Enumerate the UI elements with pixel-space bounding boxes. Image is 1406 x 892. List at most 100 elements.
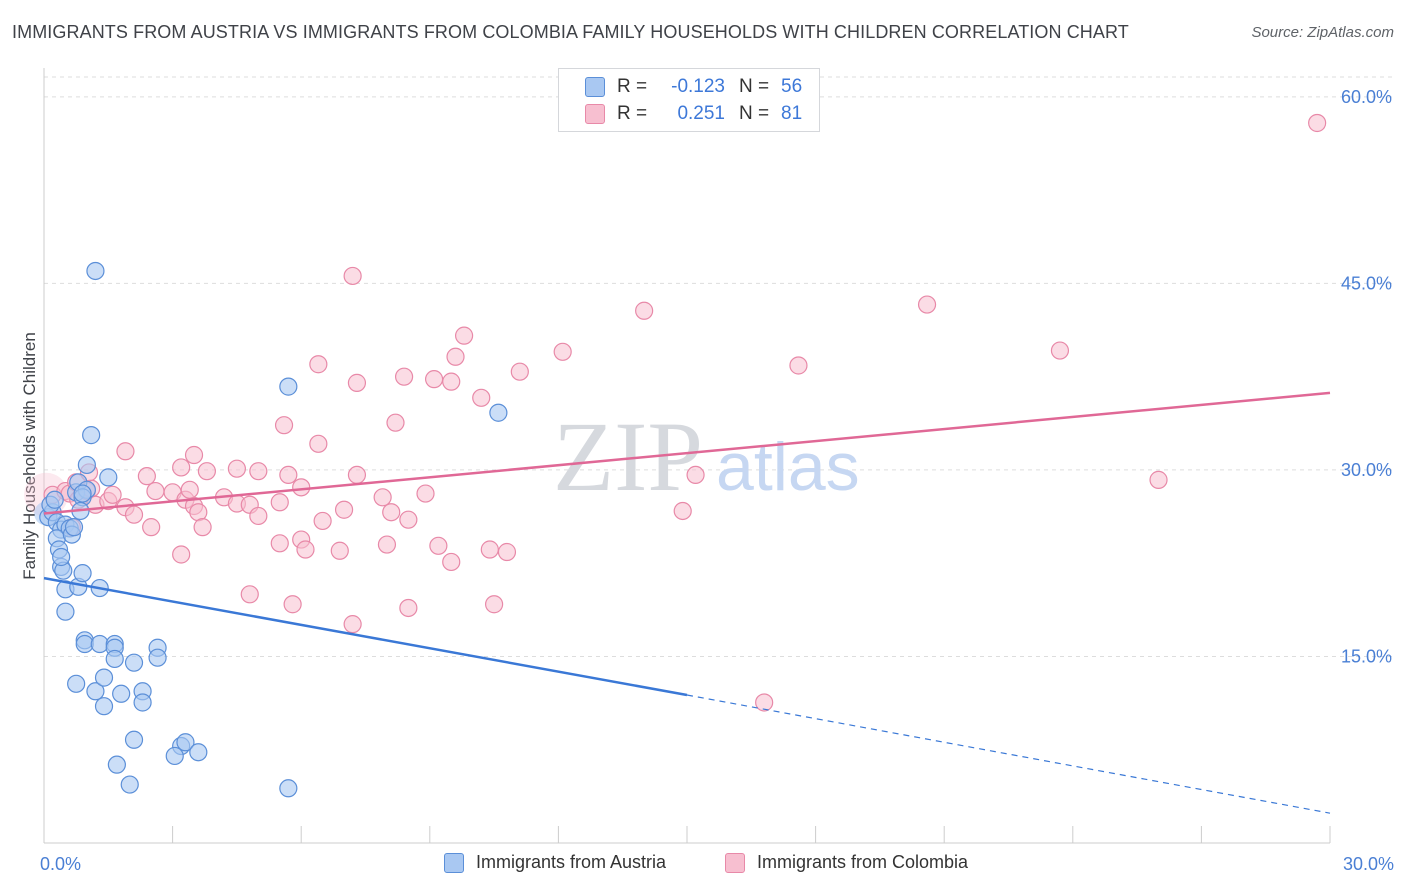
colombia-point [789,356,808,375]
colombia-point [180,480,199,499]
colombia-point [240,585,259,604]
colombia-point [330,541,349,560]
austria-point [279,779,298,798]
colombia-point [172,545,191,564]
colombia-point [377,535,397,554]
colombia-trend-line [43,391,1331,515]
austria-point [489,403,508,422]
colombia-point [193,518,212,537]
colombia-point [184,445,204,465]
colombia-point [274,416,294,435]
x-tick-label-min: 0.0% [40,854,81,874]
austria-point [112,684,131,703]
colombia-point [172,458,191,477]
colombia-point [309,434,328,453]
legend-row-austria: R = -0.123 N = 56 [585,74,821,100]
austria-point [86,261,105,281]
austria-point [148,648,167,667]
colombia-point [472,388,491,407]
legend-r-value-austria: -0.123 [671,76,725,97]
colombia-point [283,595,302,614]
colombia-point [442,552,461,572]
austria-point [64,518,84,537]
colombia-point [510,362,529,381]
colombia-point [270,534,289,553]
austria-point [45,490,64,509]
austria-trend-extension [686,694,1331,814]
axes [43,68,1331,844]
watermark-zip: ZIP [553,401,703,512]
colombia-point [124,505,144,524]
legend-row-colombia: R = 0.251 N = 81 [585,101,821,127]
colombia-point [249,462,268,481]
y-tick-label: 30.0% [1341,460,1392,480]
colombia-point [309,355,328,374]
austria-point [94,697,114,716]
colombia-point [429,536,448,555]
colombia-point [917,295,937,314]
austria-point [86,682,105,701]
austria-point [77,455,96,475]
austria-swatch [585,77,605,97]
austria-point [73,484,92,503]
colombia-swatch [725,852,745,873]
colombia-point [343,615,362,634]
source-credit: Source: ZipAtlas.com [1251,24,1394,41]
colombia-point [1308,113,1327,133]
correlation-legend: R = -0.123 N = 56 R = 0.251 N = 81 [558,68,820,132]
austria-point [107,755,126,774]
austria-point [124,653,144,672]
colombia-point [313,511,332,531]
colombia-point [249,506,268,526]
legend-r-value-colombia: 0.251 [677,103,725,124]
colombia-point [673,501,692,521]
colombia-point [382,503,401,522]
colombia-swatch [585,104,605,124]
colombia-point [189,503,208,522]
colombia-point [1050,341,1070,360]
colombia-point [416,484,435,503]
gridlines [44,76,1392,657]
colombia-point [146,481,165,501]
bottom-legend-colombia-label: Immigrants from Colombia [757,852,969,872]
austria-point [82,426,101,445]
colombia-point [454,326,474,345]
austria-point [189,743,208,762]
legend-n-value-colombia: 81 [781,103,803,124]
bottom-legend-austria: Immigrants from Austria [444,852,666,873]
colombia-point [270,493,289,512]
legend-n-label: N = [739,76,770,97]
colombia-points [24,113,1327,712]
colombia-point [446,347,465,366]
colombia-point [480,540,499,559]
colombia-point [399,510,418,529]
chart-title: IMMIGRANTS FROM AUSTRIA VS IMMIGRANTS FR… [12,22,1129,42]
legend-n-value-austria: 56 [781,76,803,97]
colombia-point [116,442,135,461]
austria-point [120,775,139,794]
colombia-point [394,367,414,386]
trend-lines [43,391,1331,814]
legend-r-label: R = [617,103,648,124]
colombia-point [296,540,315,559]
colombia-point [347,465,367,485]
colombia-point [103,485,122,504]
colombia-point [334,500,354,519]
austria-point [279,377,298,396]
colombia-point [137,467,156,486]
colombia-point [227,459,246,478]
colombia-point [755,693,774,712]
colombia-point [553,342,572,361]
austria-trend-line [43,576,688,697]
legend-r-label: R = [617,76,648,97]
y-axis-label: Family Households with Children [20,332,39,580]
legend-n-label: N = [739,103,770,124]
tick-labels: 15.0% 30.0% 45.0% 60.0% 0.0% 30.0% [40,87,1394,874]
colombia-point [686,465,705,485]
y-tick-label: 60.0% [1341,87,1392,107]
bottom-legend-colombia: Immigrants from Colombia [725,852,968,873]
colombia-point [1149,470,1168,489]
austria-point [99,468,118,487]
colombia-point [386,413,405,432]
austria-point [94,668,114,687]
